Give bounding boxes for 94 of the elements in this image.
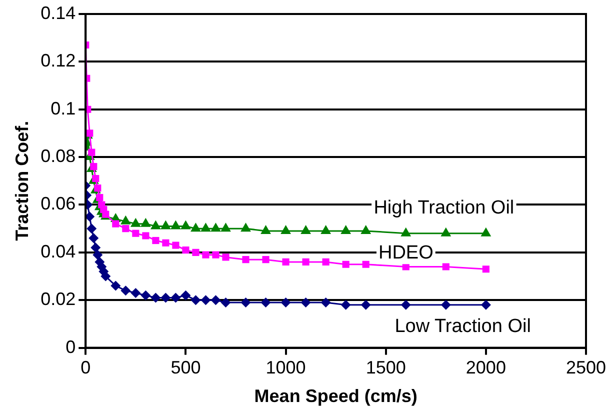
- point: [180, 220, 191, 230]
- point: [280, 298, 291, 308]
- point: [140, 290, 151, 300]
- point: [110, 280, 121, 291]
- point: [88, 148, 96, 156]
- point: [362, 260, 370, 268]
- point: [262, 256, 270, 264]
- point: [260, 298, 271, 308]
- point: [222, 254, 230, 261]
- y-tick-label: 0: [66, 336, 76, 357]
- point: [180, 290, 191, 300]
- point: [130, 288, 141, 298]
- point: [212, 251, 220, 258]
- point: [96, 194, 104, 202]
- point: [190, 295, 201, 306]
- point: [90, 163, 98, 170]
- point: [160, 292, 171, 303]
- point: [152, 236, 160, 244]
- x-axis-title: Mean Speed (cm/s): [254, 386, 418, 406]
- point: [122, 225, 130, 232]
- point: [300, 298, 311, 308]
- series-label: Low Traction Oil: [394, 316, 531, 338]
- x-tick-label: 1000: [266, 358, 306, 378]
- point: [92, 250, 103, 260]
- point: [160, 220, 171, 230]
- y-tick-label: 0.06: [40, 194, 76, 214]
- point: [280, 224, 291, 234]
- x-tick-label: 0: [80, 358, 91, 378]
- y-tick-label: 0.08: [40, 146, 76, 166]
- point: [282, 258, 290, 266]
- point: [360, 300, 371, 310]
- point: [88, 233, 99, 244]
- point: [480, 300, 491, 310]
- point: [120, 286, 131, 296]
- point: [482, 266, 490, 273]
- point: [142, 232, 150, 240]
- x-tick-label: 2000: [466, 358, 506, 378]
- point: [202, 251, 210, 258]
- point: [192, 248, 200, 256]
- series-label: HDEO: [378, 242, 434, 264]
- point: [140, 218, 151, 227]
- point: [170, 220, 181, 230]
- y-tick-label: 0.04: [40, 241, 76, 262]
- point: [200, 222, 211, 232]
- point: [90, 242, 101, 253]
- point: [260, 224, 271, 234]
- point: [210, 222, 221, 232]
- point: [162, 239, 170, 246]
- point: [150, 292, 161, 303]
- point: [92, 174, 100, 182]
- point: [320, 224, 332, 234]
- point: [112, 220, 120, 228]
- y-tick-label: 0.14: [40, 2, 76, 23]
- point: [440, 300, 451, 310]
- point: [200, 295, 211, 306]
- point: [400, 227, 412, 236]
- point: [150, 220, 161, 230]
- point: [130, 218, 141, 227]
- point: [302, 258, 310, 266]
- point: [240, 222, 251, 232]
- point: [86, 224, 97, 234]
- point: [480, 227, 492, 236]
- y-tick-label: 0.1: [50, 98, 76, 118]
- point: [94, 184, 102, 192]
- point: [120, 215, 131, 224]
- x-tick-label: 1500: [366, 358, 406, 378]
- point: [132, 230, 140, 237]
- point: [220, 222, 231, 232]
- y-tick-label: 0.12: [40, 50, 76, 71]
- point: [86, 212, 95, 222]
- x-tick-label: 500: [170, 358, 201, 378]
- y-axis-title: Traction Coef.: [12, 120, 32, 241]
- point: [190, 222, 201, 232]
- point: [220, 298, 231, 308]
- point: [322, 258, 330, 266]
- point: [172, 242, 180, 249]
- point: [182, 246, 190, 254]
- point: [242, 256, 250, 264]
- point: [170, 292, 181, 303]
- point: [340, 300, 351, 310]
- point: [240, 298, 251, 308]
- series-label: High Traction Oil: [374, 198, 514, 219]
- point: [210, 295, 221, 306]
- y-tick-label: 0.02: [40, 289, 76, 310]
- point: [340, 224, 352, 234]
- point: [440, 227, 452, 236]
- point: [100, 271, 111, 282]
- point: [442, 263, 450, 270]
- point: [360, 224, 372, 234]
- point: [400, 300, 411, 310]
- point: [320, 298, 331, 308]
- point: [300, 224, 311, 234]
- x-tick-label: 2500: [566, 358, 606, 378]
- point: [342, 260, 350, 268]
